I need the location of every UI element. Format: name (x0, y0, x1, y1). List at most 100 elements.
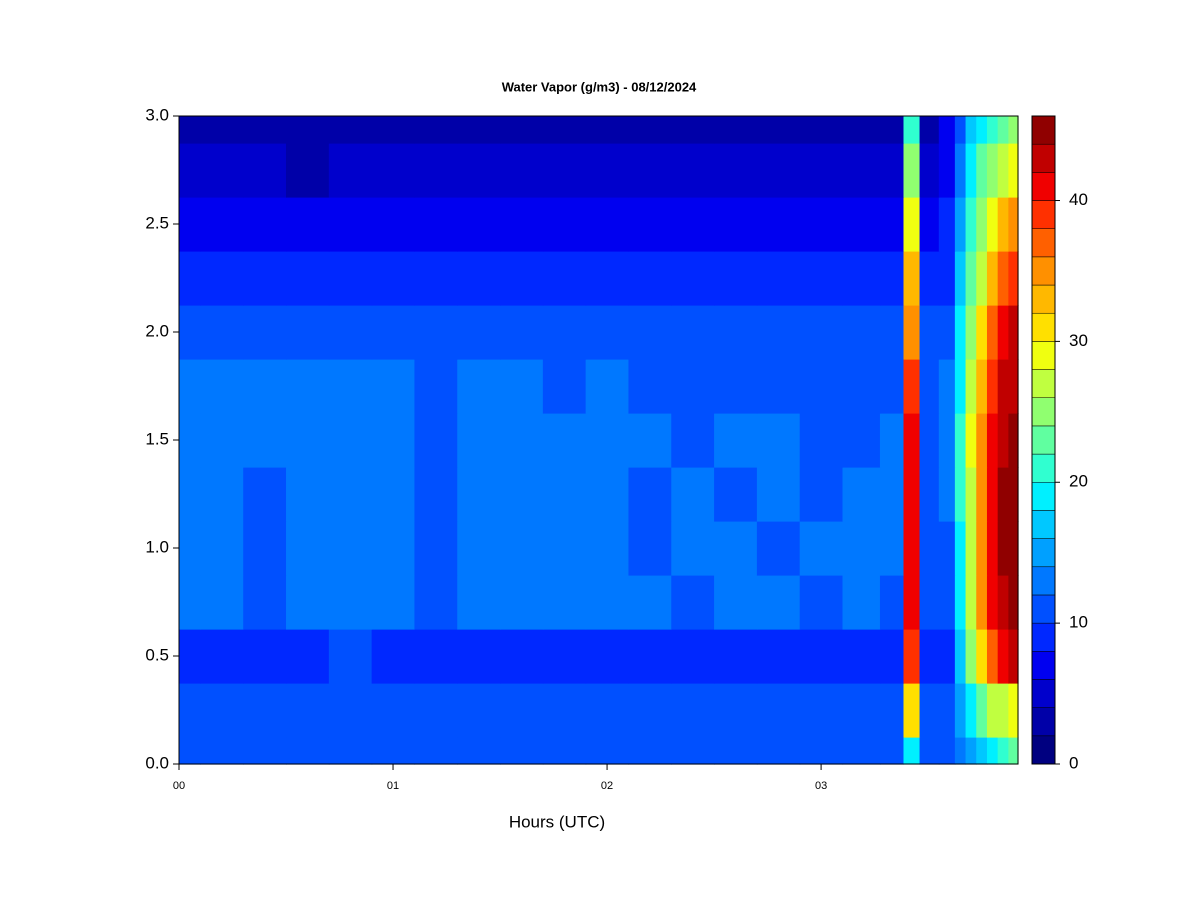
contour-cell (179, 116, 202, 144)
contour-cell (976, 413, 988, 468)
x-tick-label: 00 (173, 780, 185, 792)
chart-title: Water Vapor (g/m3) - 08/12/2024 (502, 79, 697, 94)
contour-cell (756, 251, 801, 306)
contour-cell (976, 521, 988, 576)
contour-cell (1008, 116, 1019, 144)
contour-cell (997, 359, 1009, 414)
contour-cell (799, 116, 844, 144)
contour-cell (200, 143, 244, 198)
contour-cell (976, 629, 988, 684)
contour-cell (965, 116, 977, 144)
contour-cell (986, 467, 999, 522)
contour-cell (200, 683, 244, 738)
contour-cell (286, 629, 330, 684)
contour-cell (371, 116, 416, 144)
contour-cell (500, 683, 544, 738)
contour-cell (1008, 251, 1019, 306)
contour-cell (286, 575, 330, 630)
colorbar-tick-label: 40 (1069, 190, 1088, 209)
contour-cell (179, 197, 202, 252)
contour-cell (500, 737, 544, 765)
contour-cell (371, 197, 416, 252)
contour-cell (371, 683, 416, 738)
contour-cell (328, 359, 373, 414)
contour-cell (286, 116, 330, 144)
contour-cell (457, 251, 501, 306)
contour-cell (1008, 197, 1019, 252)
contour-cell (585, 359, 630, 414)
contour-cell (714, 521, 758, 576)
contour-cell (919, 251, 940, 306)
contour-cell (879, 575, 905, 630)
colorbar-band (1031, 453, 1056, 483)
contour-cell (200, 305, 244, 360)
contour-cell (371, 251, 416, 306)
contour-cell (243, 413, 287, 468)
y-tick-label: 0.0 (145, 753, 169, 772)
contour-cell (903, 197, 921, 252)
colorbar-band (1031, 679, 1056, 708)
contour-cell (414, 467, 458, 522)
contour-cell (200, 116, 244, 144)
contour-cell (976, 467, 988, 522)
contour-cell (585, 305, 630, 360)
contour-cell (842, 305, 881, 360)
colorbar-band (1031, 369, 1056, 398)
contour-cell (542, 467, 587, 522)
contour-cell (542, 413, 587, 468)
contour-cell (500, 251, 544, 306)
contour-cell (954, 521, 967, 576)
contour-cell (756, 143, 801, 198)
y-tick-label: 2.5 (145, 213, 169, 232)
contour-cell (671, 197, 715, 252)
contour-cell (919, 683, 940, 738)
contour-cell (542, 737, 587, 765)
contour-cell (714, 413, 758, 468)
contour-cell (714, 359, 758, 414)
contour-cell (500, 143, 544, 198)
contour-cell (1008, 467, 1019, 522)
contour-cell (938, 197, 956, 252)
contour-cell (919, 359, 940, 414)
contour-cell (997, 413, 1009, 468)
colorbar-band (1031, 735, 1056, 765)
contour-cell (714, 116, 758, 144)
contour-cell (842, 737, 881, 765)
contour-cell (997, 143, 1009, 198)
contour-cell (938, 116, 956, 144)
contour-cell (671, 305, 715, 360)
contour-cell (371, 467, 416, 522)
contour-cell (976, 359, 988, 414)
contour-cell (371, 143, 416, 198)
colorbar-band (1031, 143, 1056, 173)
contour-cell (585, 683, 630, 738)
contour-cell (328, 197, 373, 252)
contour-cell (997, 197, 1009, 252)
colorbar-tick-label: 0 (1069, 753, 1078, 772)
contour-cell (938, 629, 956, 684)
contour-cell (976, 683, 988, 738)
colorbar-band (1031, 651, 1056, 680)
contour-cell (457, 521, 501, 576)
contour-cell (371, 359, 416, 414)
contour-cell (919, 467, 940, 522)
y-tick-label: 2.0 (145, 321, 169, 340)
contour-cell (714, 629, 758, 684)
contour-cell (976, 143, 988, 198)
contour-cell (328, 521, 373, 576)
colorbar-band (1031, 312, 1056, 342)
contour-cell (628, 575, 672, 630)
contour-cell (965, 683, 977, 738)
contour-cell (919, 629, 940, 684)
contour-cell (965, 197, 977, 252)
contour-cell (371, 737, 416, 765)
contour-cell (986, 197, 999, 252)
contour-cell (714, 251, 758, 306)
contour-cell (842, 116, 881, 144)
contour-cell (457, 116, 501, 144)
contour-cell (542, 629, 587, 684)
contour-cell (542, 683, 587, 738)
contour-cell (179, 143, 202, 198)
contour-cell (286, 251, 330, 306)
contour-cell (585, 413, 630, 468)
